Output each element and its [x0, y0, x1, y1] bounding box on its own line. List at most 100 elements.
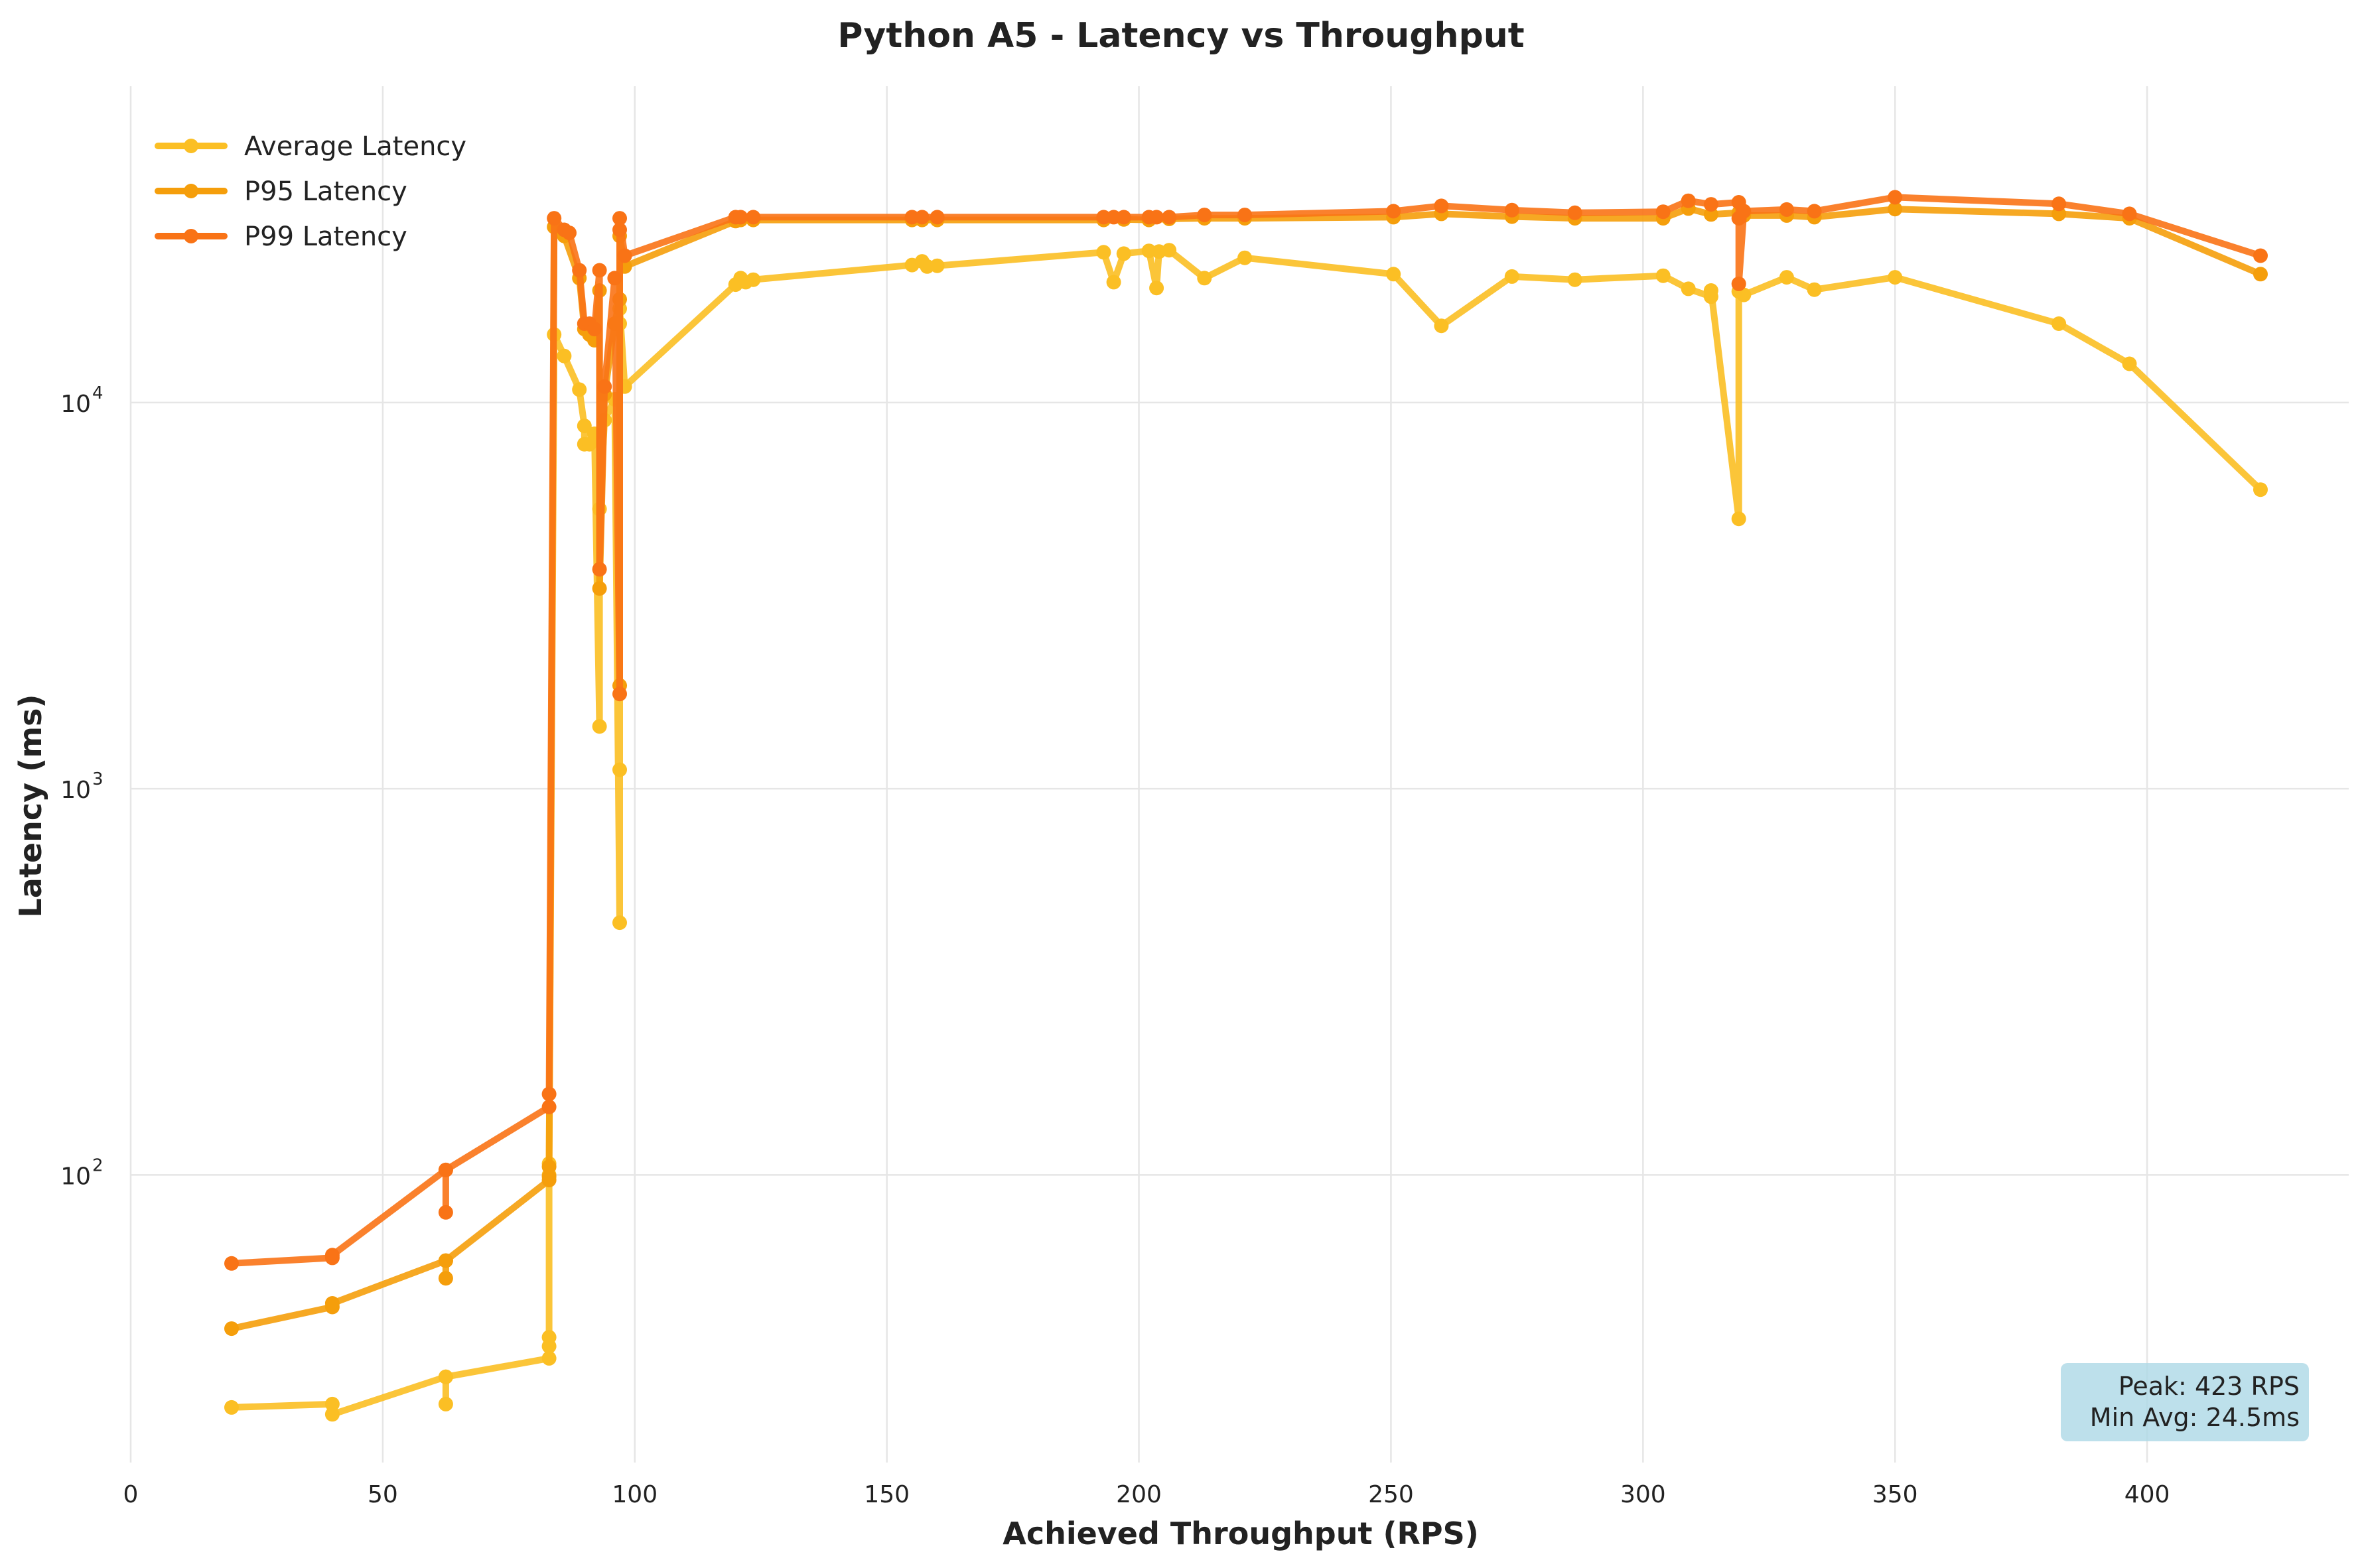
- series-p99-latency: [224, 190, 2268, 1271]
- annotation-line-min-avg: Min Avg: 24.5ms: [2090, 1403, 2300, 1432]
- data-point: [1386, 204, 1401, 219]
- data-point: [1807, 282, 1822, 297]
- data-point: [1888, 190, 1903, 205]
- data-point: [1504, 269, 1519, 284]
- chart-title: Python A5 - Latency vs Throughput: [837, 16, 1524, 56]
- legend-swatch-marker: [184, 229, 198, 243]
- data-point: [2051, 196, 2067, 212]
- data-point: [597, 379, 612, 394]
- data-point: [1116, 210, 1131, 225]
- data-point: [1888, 202, 1903, 217]
- y-tick-exponent: 2: [92, 1155, 104, 1175]
- y-tick-exponent: 3: [92, 769, 104, 789]
- data-point: [2122, 356, 2137, 371]
- annotation-box: Peak: 423 RPS Min Avg: 24.5ms: [2061, 1363, 2309, 1441]
- data-point: [224, 1256, 239, 1271]
- data-point: [1567, 205, 1582, 220]
- data-point: [1655, 204, 1671, 220]
- data-point: [541, 1350, 557, 1366]
- legend-label: P95 Latency: [244, 176, 407, 207]
- data-point: [1197, 271, 1212, 286]
- data-point: [2122, 206, 2137, 222]
- data-point: [438, 1205, 453, 1220]
- data-point: [547, 211, 562, 226]
- data-point: [324, 1248, 340, 1263]
- data-point: [1106, 275, 1121, 290]
- x-tick-label: 50: [368, 1481, 398, 1508]
- data-point: [541, 1330, 557, 1345]
- data-point: [612, 915, 627, 931]
- x-tick-label: 300: [1620, 1481, 1666, 1508]
- data-point: [592, 719, 607, 734]
- data-point: [1149, 281, 1164, 296]
- data-point: [577, 419, 592, 434]
- data-point: [1703, 283, 1718, 298]
- data-point: [587, 322, 602, 337]
- series-lines: [224, 190, 2268, 1422]
- data-point: [1681, 281, 1696, 296]
- data-point: [224, 1400, 239, 1415]
- data-point: [1655, 268, 1671, 283]
- data-point: [1096, 245, 1111, 260]
- legend-swatch-marker: [184, 184, 198, 198]
- data-point: [612, 762, 627, 777]
- data-point: [1888, 270, 1903, 285]
- data-point: [1386, 267, 1401, 282]
- data-point: [612, 222, 627, 237]
- y-tick-label: 10 2: [60, 1155, 103, 1190]
- data-point: [1096, 210, 1111, 225]
- data-point: [438, 1253, 453, 1268]
- x-axis-label: Achieved Throughput (RPS): [1003, 1516, 1479, 1551]
- legend-label: P99 Latency: [244, 222, 407, 252]
- data-point: [592, 581, 607, 596]
- data-point: [1504, 202, 1519, 218]
- data-point: [2253, 267, 2268, 282]
- data-point: [1197, 208, 1212, 223]
- data-point: [1731, 511, 1746, 527]
- data-point: [592, 263, 607, 278]
- data-point: [438, 1162, 453, 1177]
- data-point: [1162, 243, 1177, 258]
- data-point: [2253, 482, 2268, 497]
- annotation-line-peak: Peak: 423 RPS: [2119, 1372, 2300, 1401]
- data-point: [1567, 272, 1582, 287]
- data-point: [612, 211, 627, 226]
- data-point: [930, 258, 945, 273]
- x-tick-label: 350: [1872, 1481, 1918, 1508]
- y-tick-exponent: 4: [92, 383, 104, 403]
- data-point: [1237, 208, 1253, 223]
- y-tick-base: 10: [60, 1163, 91, 1190]
- data-point: [1779, 270, 1794, 285]
- data-point: [1149, 210, 1164, 225]
- data-point: [904, 210, 920, 225]
- y-axis-label: Latency (ms): [13, 694, 48, 918]
- data-point: [562, 226, 577, 241]
- y-tick-base: 10: [60, 391, 91, 418]
- data-point: [1703, 207, 1718, 222]
- annotation-background: [2061, 1363, 2309, 1441]
- data-point: [1807, 204, 1822, 219]
- data-point: [572, 382, 587, 397]
- data-point: [1703, 197, 1718, 212]
- data-point: [541, 1086, 557, 1102]
- data-point: [1237, 250, 1253, 265]
- x-tick-label: 150: [864, 1481, 910, 1508]
- x-tick-label: 250: [1368, 1481, 1414, 1508]
- data-point: [617, 248, 632, 263]
- data-point: [733, 210, 748, 225]
- data-point: [2051, 206, 2067, 222]
- legend: Average Latency P95 Latency P99 Latency: [155, 131, 466, 252]
- data-point: [1736, 204, 1752, 219]
- data-point: [1106, 210, 1121, 225]
- legend-entry: P95 Latency: [155, 176, 407, 207]
- data-point: [607, 271, 622, 286]
- data-point: [1681, 193, 1696, 208]
- data-point: [914, 210, 930, 225]
- x-tick-label: 200: [1116, 1481, 1162, 1508]
- data-point: [1116, 246, 1131, 261]
- data-point: [1736, 287, 1752, 302]
- data-point: [1434, 318, 1449, 334]
- data-point: [541, 1159, 557, 1174]
- data-point: [438, 1396, 453, 1411]
